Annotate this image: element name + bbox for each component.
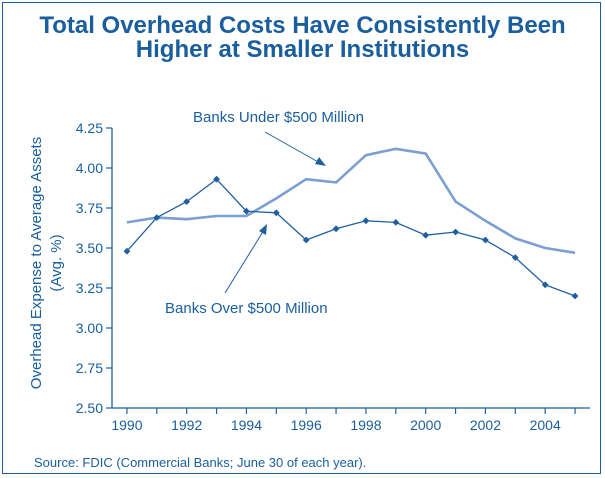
y-tick-label: 4.00 xyxy=(76,160,103,176)
x-ticks: 1990 1992 1994 1996 1998 2000 2002 2004 xyxy=(111,408,576,433)
chart-title: Total Overhead Costs Have Consistently B… xyxy=(0,14,605,62)
y-tick-label: 3.50 xyxy=(76,240,103,256)
y-axis-title-line-1: Overhead Expense to Average Assets xyxy=(28,137,45,389)
y-axis-title: Overhead Expense to Average Assets (Avg.… xyxy=(28,137,65,389)
y-tick-label: 3.25 xyxy=(76,280,103,296)
y-axis-title-line-2: (Avg. %) xyxy=(48,234,65,291)
data-point-banks-over-500m xyxy=(272,209,280,217)
annotation-banks-under-label: Banks Under $500 Million xyxy=(193,109,364,126)
annotation-banks-over-label: Banks Over $500 Million xyxy=(165,300,328,317)
y-ticks: 2.50 2.75 3.00 3.25 3.50 3.75 4.00 4.25 xyxy=(76,120,112,416)
annotation-banks-over-arrow-line xyxy=(224,229,265,294)
data-point-banks-over-500m xyxy=(571,292,579,300)
data-point-banks-over-500m xyxy=(482,236,489,244)
data-point-banks-over-500m xyxy=(302,236,310,244)
x-tick-label: 2000 xyxy=(410,417,441,433)
data-point-banks-over-500m xyxy=(153,214,161,221)
data-point-banks-over-500m xyxy=(213,175,220,183)
data-point-banks-over-500m xyxy=(452,228,459,236)
y-tick-label: 2.50 xyxy=(76,400,103,416)
y-tick-label: 3.00 xyxy=(76,320,103,336)
data-point-banks-over-500m xyxy=(183,198,191,205)
data-point-banks-over-500m xyxy=(362,217,370,225)
x-tick-label: 1990 xyxy=(111,417,142,433)
data-point-banks-over-500m xyxy=(332,225,340,233)
x-tick-label: 1998 xyxy=(350,417,381,433)
data-point-banks-over-500m xyxy=(123,247,131,255)
series-line-banks-over-500m xyxy=(126,178,576,297)
y-tick-label: 4.25 xyxy=(76,120,103,136)
data-point-banks-over-500m xyxy=(422,231,430,239)
x-tick-label: 1996 xyxy=(291,417,322,433)
axes xyxy=(111,128,590,409)
data-point-banks-over-500m xyxy=(541,281,549,289)
chart-title-line-2: Higher at Smaller Institutions xyxy=(135,36,470,63)
data-point-banks-over-500m xyxy=(243,207,250,215)
chart-title-line-1: Total Overhead Costs Have Consistently B… xyxy=(39,12,566,39)
x-tick-label: 2004 xyxy=(530,417,561,433)
annotation-banks-over-arrowhead xyxy=(259,224,267,235)
series-layer xyxy=(123,147,579,300)
annotation-banks-under-arrow-line xyxy=(264,131,321,164)
chart-frame xyxy=(2,2,601,474)
annotation-banks-under-arrowhead xyxy=(315,157,326,166)
data-point-banks-over-500m xyxy=(392,219,400,226)
x-tick-label: 2002 xyxy=(470,417,501,433)
y-tick-label: 3.75 xyxy=(76,200,103,216)
annotations: Banks Under $500 Million Banks Over $500… xyxy=(165,109,364,317)
series-line-banks-under-500m xyxy=(126,147,576,255)
x-tick-label: 1994 xyxy=(231,417,262,433)
source-note: Source: FDIC (Commercial Banks; June 30 … xyxy=(34,455,367,470)
x-tick-label: 1992 xyxy=(171,417,202,433)
data-point-banks-over-500m xyxy=(511,254,519,261)
y-tick-label: 2.75 xyxy=(76,360,103,376)
